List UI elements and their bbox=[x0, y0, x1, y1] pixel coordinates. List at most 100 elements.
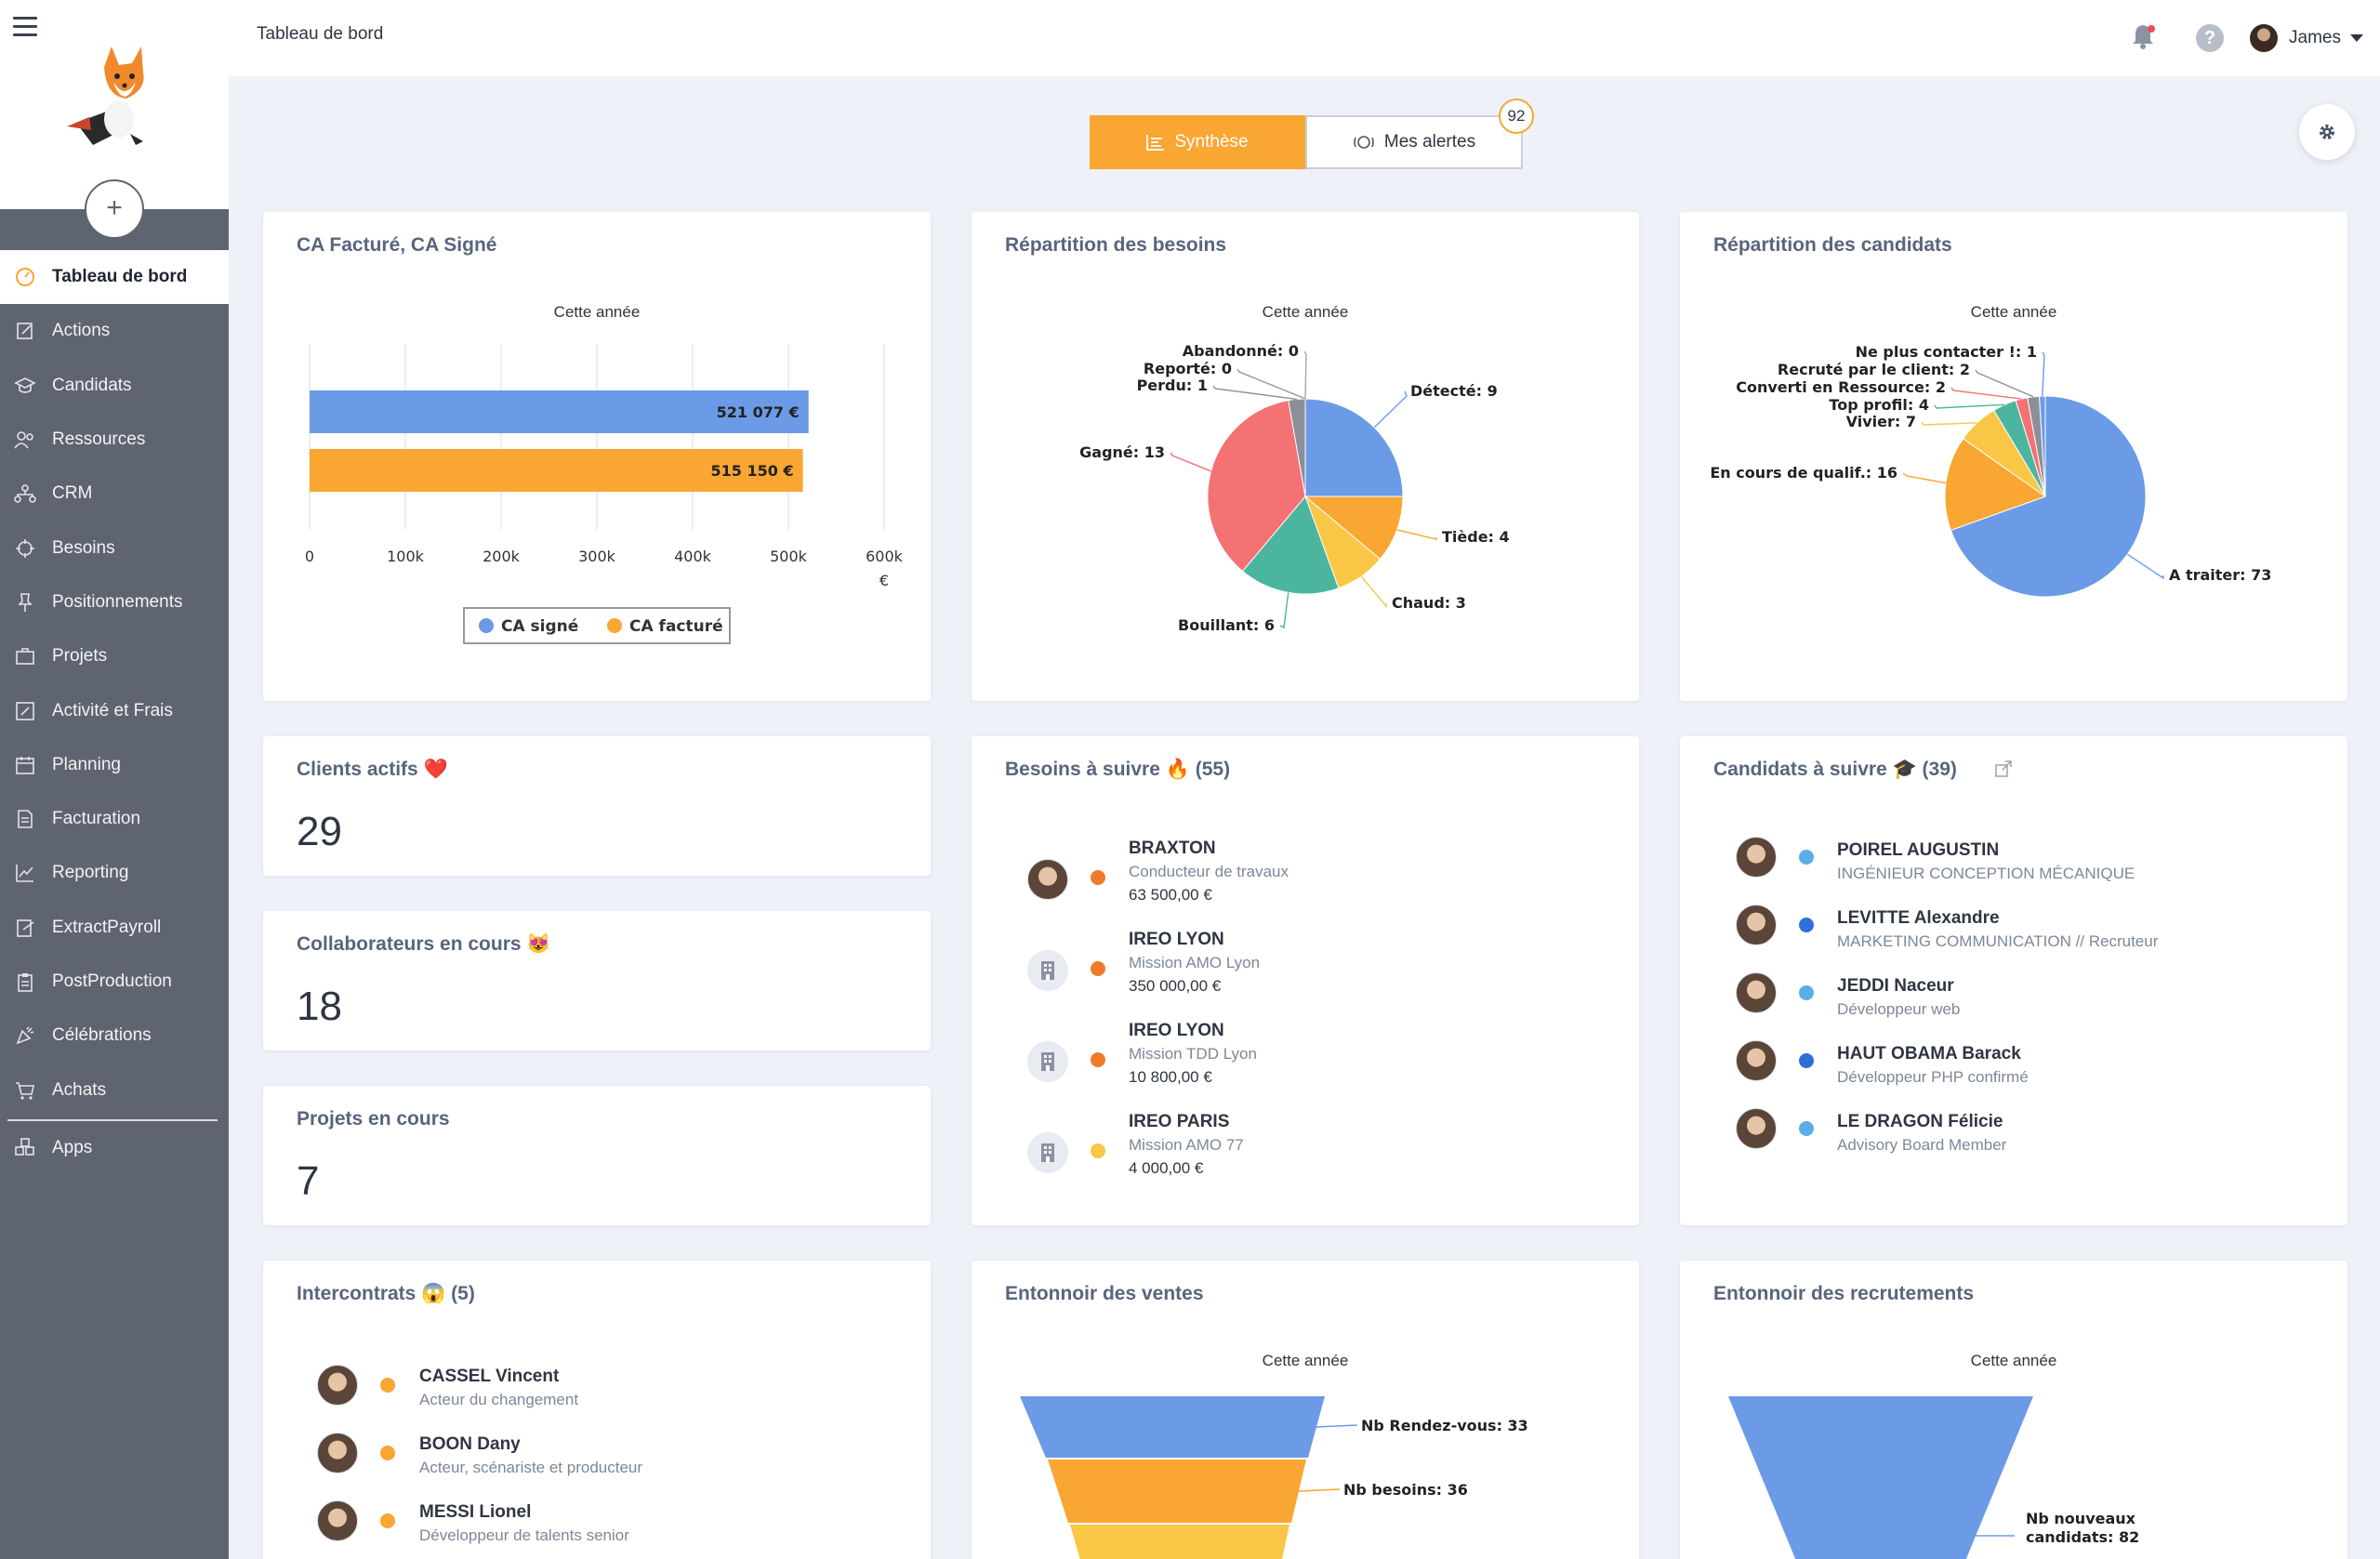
sidebar-item-reporting[interactable]: Reporting bbox=[0, 846, 229, 900]
export-icon bbox=[13, 916, 37, 940]
clipboard-icon bbox=[13, 970, 37, 994]
sidebar-item-actions[interactable]: Actions bbox=[0, 304, 229, 358]
list-item[interactable]: MESSI Lionel Développeur de talents seni… bbox=[263, 1500, 931, 1559]
item-subtitle: Advisory Board Member bbox=[1837, 1136, 2007, 1154]
sidebar-item-label: Besoins bbox=[52, 537, 115, 558]
collaborateurs-card[interactable]: Collaborateurs en cours 😻 18 bbox=[263, 911, 931, 1050]
clients-actifs-card[interactable]: Clients actifs ❤️ 29 bbox=[263, 736, 931, 876]
page-title: Tableau de bord bbox=[257, 24, 384, 44]
sidebar-item-ressources[interactable]: Ressources bbox=[0, 413, 229, 467]
sidebar-item-achats[interactable]: Achats bbox=[0, 1063, 229, 1116]
item-amount: 350 000,00 € bbox=[1129, 977, 1222, 995]
x-tick-label: 0 bbox=[305, 548, 314, 565]
pie-data-label: Top profil: 4 bbox=[1829, 396, 1929, 414]
item-subtitle: Acteur du changement bbox=[419, 1391, 579, 1408]
legend-label[interactable]: CA facturé bbox=[629, 617, 723, 636]
card-title: Collaborateurs en cours 😻 bbox=[297, 933, 551, 955]
dashboard-settings-button[interactable] bbox=[2299, 104, 2355, 160]
sidebar-item-label: Actions bbox=[52, 321, 111, 341]
menu-toggle-icon[interactable] bbox=[13, 17, 37, 37]
pie-slice[interactable] bbox=[1303, 495, 1404, 561]
pie-connector bbox=[1396, 529, 1437, 540]
avatar bbox=[1027, 859, 1068, 900]
funnel-connector bbox=[1298, 1488, 1341, 1492]
sidebar-item-besoins[interactable]: Besoins bbox=[0, 521, 229, 575]
sidebar-item-extractpayroll[interactable]: ExtractPayroll bbox=[0, 901, 229, 955]
bar[interactable] bbox=[310, 449, 803, 492]
avatar bbox=[1736, 1040, 1777, 1081]
item-subtitle: Mission TDD Lyon bbox=[1129, 1045, 1257, 1063]
tab-synthese[interactable]: Synthèse bbox=[1090, 115, 1305, 169]
chart-subtitle: Cette année bbox=[1970, 1352, 2057, 1369]
alert-count-badge: 92 bbox=[1499, 99, 1534, 134]
entonnoir-ventes-card: Entonnoir des ventes Cette année Nb Rend… bbox=[972, 1261, 1639, 1559]
apps-icon bbox=[13, 1136, 37, 1160]
status-dot bbox=[1091, 870, 1105, 885]
item-name: IREO LYON bbox=[1129, 1021, 1224, 1040]
view-tabs: Synthèse Mes alertes 92 bbox=[1090, 99, 1534, 169]
bar[interactable] bbox=[310, 390, 809, 433]
list-item[interactable]: IREO LYON Mission TDD Lyon 10 800,00 € bbox=[972, 1021, 1639, 1104]
funnel-segment[interactable] bbox=[1728, 1396, 2033, 1559]
notifications-bell-icon[interactable] bbox=[2131, 23, 2156, 54]
list-item[interactable]: JEDDI Naceur Développeur web bbox=[1680, 972, 2347, 1060]
legend-label[interactable]: CA signé bbox=[501, 617, 578, 636]
top-actions: ? James bbox=[2131, 0, 2380, 76]
list-item[interactable]: POIREL AUGUSTIN INGÉNIEUR CONCEPTION MÉC… bbox=[1680, 837, 2347, 924]
status-dot bbox=[1799, 1053, 1814, 1068]
sidebar-item-apps[interactable]: Apps bbox=[0, 1121, 229, 1175]
ca-bar-chart: 0 100k 200k 300k 400k 500k 600k €521 077 € 515 1… bbox=[305, 344, 904, 644]
item-name: CASSEL Vincent bbox=[419, 1367, 560, 1386]
pie-slice[interactable] bbox=[1241, 495, 1340, 595]
chart-subtitle: Cette année bbox=[1262, 303, 1349, 321]
card-title: Intercontrats 😱 (5) bbox=[297, 1283, 475, 1304]
gear-icon bbox=[2320, 125, 2334, 139]
sidebar-item-facturation[interactable]: Facturation bbox=[0, 792, 229, 846]
item-subtitle: Mission AMO Lyon bbox=[1129, 954, 1261, 971]
sidebar-item-tableau-de-bord[interactable]: Tableau de bord bbox=[0, 250, 229, 305]
add-button[interactable]: + bbox=[85, 179, 144, 239]
avatar bbox=[1736, 1108, 1777, 1149]
card-title: CA Facturé, CA Signé bbox=[297, 234, 497, 256]
x-axis-unit: € bbox=[879, 572, 889, 589]
status-dot bbox=[1799, 918, 1814, 932]
sidebar-item-crm[interactable]: CRM bbox=[0, 467, 229, 521]
sidebar-item-celebrations[interactable]: Célébrations bbox=[0, 1009, 229, 1063]
graduation-cap-icon bbox=[13, 374, 37, 398]
sidebar-item-label: Positionnements bbox=[52, 591, 183, 612]
funnel-segment[interactable] bbox=[1020, 1396, 1325, 1458]
list-item[interactable]: IREO LYON Mission AMO Lyon 350 000,00 € bbox=[972, 930, 1639, 1013]
sidebar-separator bbox=[7, 1118, 218, 1121]
sidebar-item-candidats[interactable]: Candidats bbox=[0, 359, 229, 413]
list-item[interactable]: LE DRAGON Félicie Advisory Board Member bbox=[1680, 1108, 2347, 1196]
sidebar-item-label: Ressources bbox=[52, 429, 146, 450]
projets-en-cours-card[interactable]: Projets en cours 7 bbox=[263, 1086, 931, 1225]
item-name: HAUT OBAMA Barack bbox=[1837, 1044, 2021, 1064]
tab-mes-alertes[interactable]: Mes alertes 92 bbox=[1305, 99, 1534, 169]
funnel-segment[interactable] bbox=[1070, 1525, 1289, 1559]
pie-slice[interactable] bbox=[1950, 395, 2147, 598]
list-item[interactable]: LEVITTE Alexandre MARKETING COMMUNICATIO… bbox=[1680, 905, 2347, 992]
status-dot bbox=[380, 1446, 395, 1460]
sidebar-item-planning[interactable]: Planning bbox=[0, 738, 229, 792]
sidebar-item-postproduction[interactable]: PostProduction bbox=[0, 955, 229, 1009]
sidebar-item-activite-frais[interactable]: Activité et Frais bbox=[0, 683, 229, 737]
funnel-segment[interactable] bbox=[1048, 1460, 1306, 1523]
help-icon[interactable]: ? bbox=[2196, 24, 2225, 52]
list-item[interactable]: IREO PARIS Mission AMO 77 4 000,00 € bbox=[972, 1112, 1639, 1196]
pie-data-label: Vivier: 7 bbox=[1846, 413, 1916, 430]
list-item[interactable]: HAUT OBAMA Barack Développeur PHP confir… bbox=[1680, 1040, 2347, 1128]
sidebar-item-positionnements[interactable]: Positionnements bbox=[0, 575, 229, 629]
list-item[interactable]: CASSEL Vincent Acteur du changement bbox=[263, 1365, 931, 1450]
intercontrats-card: Intercontrats 😱 (5) CASSEL Vincent Acteu… bbox=[263, 1261, 931, 1559]
crosshair-icon bbox=[13, 536, 37, 561]
pie-data-label: Reporté: 0 bbox=[1144, 360, 1232, 377]
list-item[interactable]: BOON Dany Acteur, scénariste et producte… bbox=[263, 1433, 931, 1518]
item-amount: 63 500,00 € bbox=[1129, 886, 1212, 904]
list-item[interactable]: BRAXTON Conducteur de travaux 63 500,00 … bbox=[972, 839, 1639, 922]
sidebar-item-projets[interactable]: Projets bbox=[0, 629, 229, 683]
item-subtitle: MARKETING COMMUNICATION // Recruteur bbox=[1837, 932, 2159, 950]
user-menu[interactable]: James bbox=[2250, 24, 2363, 52]
sidebar: + Tableau de bord Actions Candidats Ress… bbox=[0, 0, 229, 1559]
external-link-icon[interactable] bbox=[1994, 760, 2013, 779]
